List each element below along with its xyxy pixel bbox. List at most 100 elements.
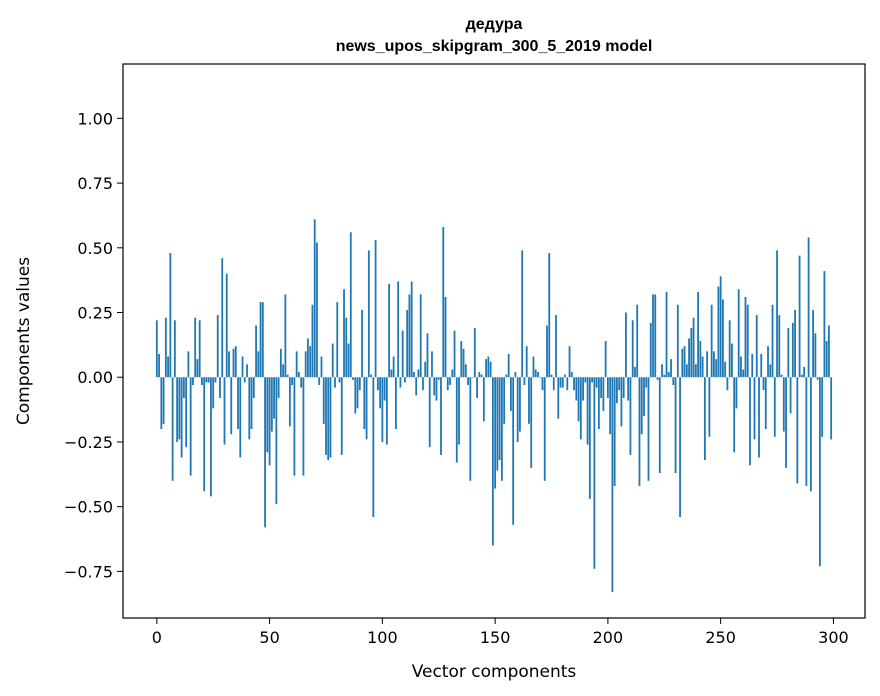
bar-53 bbox=[275, 377, 278, 505]
bar-239 bbox=[694, 364, 697, 378]
bar-268 bbox=[760, 353, 763, 378]
bar-21 bbox=[203, 377, 206, 492]
bar-216 bbox=[643, 377, 645, 417]
bar-253 bbox=[726, 377, 729, 391]
bar-196 bbox=[597, 377, 600, 430]
bar-236 bbox=[688, 338, 690, 378]
bar-204 bbox=[616, 377, 618, 404]
bar-126 bbox=[440, 377, 442, 455]
bar-88 bbox=[354, 377, 357, 414]
bar-273 bbox=[771, 304, 774, 378]
bar-262 bbox=[746, 304, 749, 378]
bar-242 bbox=[701, 356, 704, 378]
bar-82 bbox=[340, 377, 343, 455]
bar-78 bbox=[331, 343, 334, 378]
bar-39 bbox=[243, 377, 246, 383]
bar-177 bbox=[555, 315, 557, 378]
bar-123 bbox=[433, 377, 436, 396]
bar-279 bbox=[785, 377, 787, 468]
bar-202 bbox=[611, 377, 614, 593]
bar-155 bbox=[505, 374, 508, 378]
bar-3 bbox=[162, 377, 165, 424]
bar-210 bbox=[629, 377, 632, 455]
bar-5 bbox=[167, 356, 169, 378]
bar-63 bbox=[298, 372, 300, 378]
bar-187 bbox=[577, 377, 580, 422]
bar-213 bbox=[636, 304, 639, 378]
bar-36 bbox=[237, 377, 239, 430]
bar-290 bbox=[809, 377, 812, 492]
bar-94 bbox=[367, 250, 370, 378]
bar-128 bbox=[444, 296, 447, 378]
bar-77 bbox=[329, 377, 332, 458]
bar-117 bbox=[419, 294, 422, 378]
bar-83 bbox=[343, 289, 345, 378]
bar-276 bbox=[778, 315, 781, 378]
bar-109 bbox=[401, 330, 404, 378]
bar-214 bbox=[638, 377, 641, 486]
bar-11 bbox=[180, 377, 183, 458]
bar-49 bbox=[266, 377, 269, 453]
bar-265 bbox=[753, 377, 756, 440]
bar-60 bbox=[291, 377, 294, 386]
bar-224 bbox=[661, 364, 663, 378]
bar-159 bbox=[514, 372, 517, 378]
bar-131 bbox=[451, 369, 454, 378]
bar-260 bbox=[742, 369, 745, 378]
bar-142 bbox=[476, 377, 478, 398]
bar-241 bbox=[699, 341, 702, 378]
bar-235 bbox=[685, 364, 688, 378]
x-tick-label-0: 0 bbox=[152, 628, 162, 647]
bar-282 bbox=[791, 322, 794, 378]
bar-174 bbox=[548, 252, 551, 378]
bar-106 bbox=[394, 377, 397, 430]
bar-199 bbox=[604, 341, 607, 378]
bar-102 bbox=[385, 377, 388, 445]
bar-248 bbox=[715, 359, 718, 378]
bar-247 bbox=[712, 351, 715, 378]
bar-93 bbox=[365, 377, 368, 440]
bar-52 bbox=[273, 377, 275, 419]
y-tick-label-4: 0.25 bbox=[77, 304, 113, 323]
bar-87 bbox=[352, 377, 354, 380]
bar-266 bbox=[755, 315, 758, 378]
bar-70 bbox=[313, 219, 316, 378]
bar-148 bbox=[489, 361, 492, 378]
bar-98 bbox=[376, 377, 379, 391]
bar-281 bbox=[789, 377, 792, 414]
bar-181 bbox=[564, 374, 566, 378]
bar-156 bbox=[507, 353, 510, 378]
bar-232 bbox=[679, 377, 681, 518]
bar-294 bbox=[818, 377, 821, 567]
bar-84 bbox=[345, 317, 348, 378]
bar-48 bbox=[264, 377, 266, 528]
bar-160 bbox=[516, 377, 519, 442]
bar-22 bbox=[205, 377, 208, 383]
bar-231 bbox=[676, 304, 679, 378]
bar-134 bbox=[458, 377, 460, 445]
y-tick-label-3: 0.00 bbox=[77, 368, 113, 387]
bar-298 bbox=[828, 325, 830, 378]
bar-79 bbox=[334, 377, 336, 388]
bar-258 bbox=[737, 289, 740, 378]
bar-97 bbox=[374, 240, 377, 378]
y-tick-label-6: 0.75 bbox=[77, 174, 113, 193]
bar-295 bbox=[821, 377, 824, 437]
bar-113 bbox=[410, 281, 413, 378]
bar-81 bbox=[338, 377, 341, 383]
bar-74 bbox=[322, 377, 325, 424]
bar-198 bbox=[602, 377, 605, 411]
bar-217 bbox=[645, 377, 648, 388]
bar-101 bbox=[383, 377, 386, 401]
bar-10 bbox=[178, 377, 181, 440]
bar-41 bbox=[248, 377, 251, 440]
bar-280 bbox=[787, 328, 790, 378]
bar-115 bbox=[415, 377, 418, 396]
bar-19 bbox=[198, 320, 201, 378]
bar-45 bbox=[257, 351, 260, 378]
bar-233 bbox=[681, 348, 684, 378]
bar-62 bbox=[295, 351, 298, 378]
x-tick-label-200: 200 bbox=[593, 628, 624, 647]
bar-245 bbox=[708, 377, 711, 437]
bar-288 bbox=[805, 377, 808, 486]
